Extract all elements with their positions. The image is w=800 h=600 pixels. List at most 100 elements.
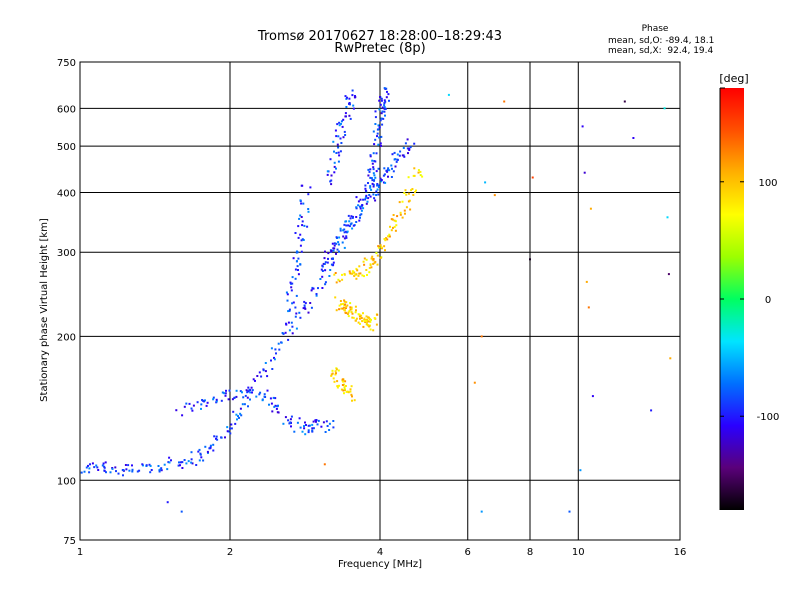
o-mode-point bbox=[370, 188, 373, 191]
x-mode-point bbox=[417, 169, 420, 172]
x-mode-point bbox=[369, 328, 372, 331]
x-mode-point bbox=[359, 322, 361, 325]
o-mode-point bbox=[276, 405, 279, 408]
o-mode-point bbox=[277, 342, 280, 345]
o-mode-point bbox=[326, 170, 329, 173]
x-mode-point bbox=[351, 399, 353, 402]
o-mode-point bbox=[275, 407, 278, 410]
x-mode-point bbox=[356, 269, 359, 272]
o-mode-point bbox=[309, 424, 311, 427]
o-mode-point bbox=[305, 424, 307, 426]
o-mode-point bbox=[183, 459, 186, 461]
x-mode-point bbox=[390, 229, 393, 232]
x-mode-point bbox=[345, 301, 348, 304]
o-mode-point bbox=[345, 106, 348, 108]
o-mode-point bbox=[200, 456, 203, 459]
o-mode-point bbox=[278, 348, 281, 351]
o-mode-point bbox=[380, 117, 383, 120]
x-mode-point bbox=[347, 391, 350, 394]
x-mode-point bbox=[421, 175, 424, 178]
o-mode-point bbox=[350, 222, 353, 225]
x-mode-point bbox=[409, 208, 412, 211]
o-mode-point bbox=[239, 390, 242, 393]
o-mode-point bbox=[383, 167, 386, 170]
o-mode-point bbox=[307, 311, 310, 314]
o-mode-point bbox=[247, 390, 250, 393]
o-mode-point bbox=[369, 154, 372, 157]
x-mode-point bbox=[361, 320, 364, 323]
x-mode-point bbox=[394, 229, 397, 232]
x-mode-point bbox=[383, 245, 386, 248]
o-mode-point bbox=[105, 471, 107, 474]
x-mode-point bbox=[362, 312, 364, 315]
o-mode-point bbox=[215, 398, 218, 401]
o-mode-point bbox=[226, 426, 229, 429]
o-mode-point bbox=[359, 214, 362, 217]
x-mode-point bbox=[336, 385, 339, 388]
o-mode-point bbox=[301, 430, 304, 433]
o-mode-point bbox=[384, 114, 386, 117]
x-mode-point bbox=[342, 303, 344, 305]
x-mode-point bbox=[357, 321, 360, 324]
o-mode-point bbox=[115, 470, 117, 473]
scatter-point bbox=[667, 273, 670, 276]
o-mode-point bbox=[357, 200, 360, 203]
o-mode-point bbox=[229, 427, 231, 430]
o-mode-point bbox=[205, 404, 208, 407]
x-axis-ticks: 1 2 4 6 8 10 16 bbox=[77, 547, 687, 558]
o-mode-point bbox=[179, 464, 181, 467]
o-mode-point bbox=[330, 183, 333, 186]
o-mode-point bbox=[247, 386, 250, 389]
o-mode-point bbox=[224, 436, 226, 439]
o-mode-point bbox=[339, 227, 342, 230]
o-mode-point bbox=[309, 302, 312, 304]
o-mode-point bbox=[258, 393, 261, 396]
o-mode-point bbox=[330, 250, 333, 253]
o-mode-point bbox=[352, 104, 355, 107]
x-mode-point bbox=[331, 369, 334, 372]
o-mode-point bbox=[315, 294, 318, 297]
o-mode-point bbox=[240, 414, 243, 417]
o-mode-point bbox=[408, 147, 411, 150]
x-tick-label: 4 bbox=[377, 547, 383, 558]
o-mode-point bbox=[196, 401, 199, 404]
scatter-point bbox=[484, 181, 487, 184]
o-mode-point bbox=[103, 466, 106, 469]
o-mode-point bbox=[83, 470, 86, 473]
o-mode-point bbox=[362, 198, 365, 201]
o-mode-point bbox=[163, 463, 166, 466]
o-mode-point bbox=[97, 469, 100, 471]
colorbar-tick-label: 100 bbox=[758, 178, 777, 189]
x-mode-point bbox=[351, 312, 354, 315]
o-mode-point bbox=[275, 352, 277, 355]
o-mode-point bbox=[332, 257, 334, 260]
x-mode-point bbox=[341, 378, 344, 381]
o-mode-point bbox=[368, 194, 371, 196]
o-mode-point bbox=[307, 424, 310, 427]
o-mode-point bbox=[168, 461, 171, 464]
x-mode-point bbox=[344, 380, 347, 383]
x-mode-point bbox=[360, 317, 363, 320]
o-mode-point bbox=[226, 430, 229, 433]
x-mode-point bbox=[377, 245, 380, 248]
x-mode-point bbox=[340, 388, 343, 391]
x-mode-point bbox=[330, 373, 333, 376]
o-mode-point bbox=[292, 301, 295, 304]
x-tick-label: 2 bbox=[227, 547, 233, 558]
o-mode-point bbox=[316, 423, 319, 426]
o-mode-point bbox=[320, 268, 323, 271]
o-mode-point bbox=[307, 208, 310, 210]
o-mode-point bbox=[166, 468, 169, 471]
x-mode-point bbox=[355, 277, 358, 280]
x-mode-point bbox=[343, 383, 346, 386]
o-mode-point bbox=[280, 341, 283, 344]
o-mode-point bbox=[190, 407, 193, 410]
o-mode-point bbox=[183, 405, 186, 408]
o-mode-point bbox=[343, 246, 346, 249]
o-mode-point bbox=[131, 468, 134, 471]
o-mode-point bbox=[185, 462, 188, 465]
x-mode-point bbox=[413, 174, 416, 177]
x-mode-point bbox=[414, 191, 416, 194]
o-mode-point bbox=[298, 311, 301, 314]
o-mode-point bbox=[377, 193, 380, 196]
